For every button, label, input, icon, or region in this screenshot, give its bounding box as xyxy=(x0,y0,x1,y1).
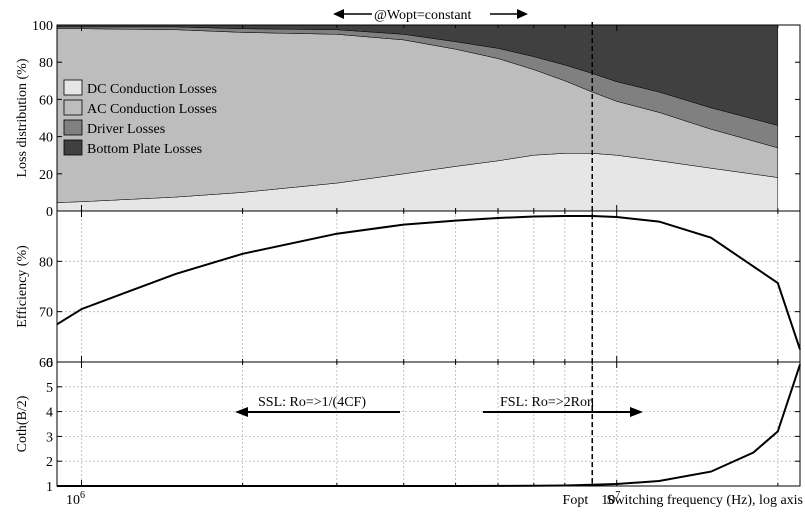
y-tick-label: 60 xyxy=(39,356,53,371)
y-tick-label: 80 xyxy=(39,56,53,71)
legend-label-driver: Driver Losses xyxy=(87,122,165,137)
y-tick-label: 70 xyxy=(39,306,53,321)
top-annotation-text: @Wopt=constant xyxy=(374,8,472,23)
y-axis-label: Coth(B/2) xyxy=(15,395,30,452)
coth-panel: 1 2 3 4 5 6 Coth(B/2) xyxy=(15,356,801,495)
legend-swatch-bottom-plate xyxy=(63,139,83,156)
y-axis-label: Efficiency (%) xyxy=(15,245,30,328)
legend-swatch-driver xyxy=(63,119,83,136)
ssl-arrowhead-icon xyxy=(235,407,248,417)
y-tick-label: 2 xyxy=(46,455,53,470)
y-tick-label: 60 xyxy=(39,93,53,108)
plot-frame xyxy=(56,210,801,363)
y-tick-label: 3 xyxy=(46,430,53,445)
coth-line xyxy=(57,364,801,487)
x-tick-label: 106 xyxy=(66,490,85,508)
fopt-label: Fopt xyxy=(563,493,589,508)
efficiency-line xyxy=(56,215,801,350)
legend-label-dc-conduction: DC Conduction Losses xyxy=(87,82,217,97)
y-tick-label: 6 xyxy=(46,356,53,371)
y-tick-label: 20 xyxy=(39,168,53,183)
legend-swatch-ac-conduction xyxy=(63,99,83,116)
y-tick-label: 4 xyxy=(46,406,53,421)
x-tick-label: 107 xyxy=(601,490,620,508)
y-tick-label: 0 xyxy=(46,205,53,220)
y-axis-label: Loss distribution (%) xyxy=(15,58,30,177)
y-tick-label: 5 xyxy=(46,381,53,396)
ssl-label: SSL: Ro=>1/(4CF) xyxy=(258,395,366,410)
efficiency-panel: 60 70 80 Efficiency (%) xyxy=(15,210,801,371)
top-annotation: @Wopt=constant xyxy=(333,8,528,23)
plot-frame xyxy=(56,361,801,487)
legend-label-ac-conduction: AC Conduction Losses xyxy=(87,102,217,117)
y-tick-label: 40 xyxy=(39,131,53,146)
grid xyxy=(57,211,800,362)
legend-swatch-dc-conduction xyxy=(63,79,83,96)
y-tick-label: 80 xyxy=(39,255,53,270)
fsl-arrowhead-icon xyxy=(630,407,643,417)
legend: DC Conduction Losses AC Conduction Losses… xyxy=(63,79,217,157)
loss-distribution-panel: DC Conduction Losses AC Conduction Losses… xyxy=(15,19,801,220)
fsl-label: FSL: Ro=>2Ron xyxy=(500,395,594,410)
left-arrowhead-icon xyxy=(333,9,344,19)
legend-label-bottom-plate: Bottom Plate Losses xyxy=(87,142,202,157)
x-axis-label: Switching frequency (Hz), log axis xyxy=(607,493,803,508)
right-arrowhead-icon xyxy=(517,9,528,19)
grid xyxy=(57,362,800,486)
y-tick-label: 1 xyxy=(46,480,53,495)
y-tick-label: 100 xyxy=(32,19,53,34)
